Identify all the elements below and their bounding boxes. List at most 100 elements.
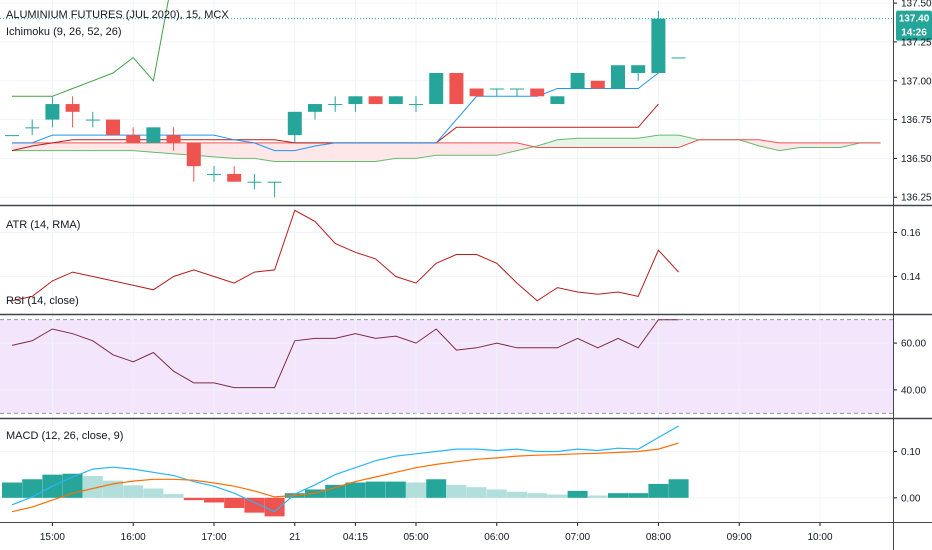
candle-body[interactable] bbox=[126, 135, 141, 143]
macd-histogram-bar bbox=[183, 497, 204, 501]
y-tick-label: 136.25 bbox=[901, 193, 932, 204]
macd-histogram-bar bbox=[668, 479, 689, 498]
kumo-cloud-segment bbox=[638, 135, 659, 148]
macd-histogram-bar bbox=[2, 482, 22, 498]
kumo-cloud-segment bbox=[113, 142, 134, 151]
rsi-line bbox=[11, 319, 679, 389]
candle-body[interactable] bbox=[166, 135, 181, 143]
x-tick-label: 04:15 bbox=[343, 532, 368, 543]
x-tick-label: 21 bbox=[289, 532, 301, 543]
candle-body[interactable] bbox=[328, 104, 343, 106]
rsi-label: RSI (14, close) bbox=[6, 295, 79, 307]
macd-histogram-bar bbox=[486, 489, 507, 498]
candle-body[interactable] bbox=[85, 119, 100, 121]
candle-body[interactable] bbox=[227, 173, 242, 182]
candle-body[interactable] bbox=[651, 18, 666, 73]
kumo-cloud-segment bbox=[395, 142, 416, 159]
candle-body[interactable] bbox=[5, 135, 19, 137]
macd-histogram-bar bbox=[163, 494, 184, 498]
candle-body[interactable] bbox=[368, 96, 383, 105]
macd-histogram-bar bbox=[587, 495, 608, 498]
x-tick-label: 06:00 bbox=[484, 532, 509, 543]
macd-label: MACD (12, 26, close, 9) bbox=[6, 430, 123, 442]
candle-body[interactable] bbox=[388, 96, 403, 105]
candle-body[interactable] bbox=[146, 127, 161, 143]
x-tick-label: 05:00 bbox=[403, 532, 428, 543]
macd-histogram-bar bbox=[82, 476, 103, 498]
y-tick-label: 0.10 bbox=[901, 447, 921, 458]
candle-body[interactable] bbox=[489, 88, 504, 90]
candle-body[interactable] bbox=[247, 181, 262, 183]
y-tick-label: 136.50 bbox=[901, 154, 932, 165]
candle-body[interactable] bbox=[469, 88, 484, 97]
candle-body[interactable] bbox=[348, 96, 363, 105]
x-tick-label: 10:00 bbox=[807, 532, 832, 543]
kumo-cloud-segment bbox=[133, 142, 154, 153]
kumo-cloud-segment bbox=[557, 138, 578, 148]
ichimoku-label: Ichimoku (9, 26, 52, 26) bbox=[6, 26, 122, 38]
candle-body[interactable] bbox=[65, 104, 80, 112]
kumo-cloud-segment bbox=[577, 138, 598, 148]
candle-body[interactable] bbox=[611, 65, 625, 89]
bar-countdown: 14:26 bbox=[901, 28, 927, 39]
kumo-cloud-segment bbox=[597, 138, 618, 148]
macd-histogram-bar bbox=[143, 488, 164, 498]
kumo-cloud-segment bbox=[315, 142, 336, 162]
candle-body[interactable] bbox=[631, 65, 646, 73]
macd-histogram-bar bbox=[385, 481, 406, 498]
candle-body[interactable] bbox=[429, 72, 444, 105]
macd-histogram-bar bbox=[426, 479, 447, 498]
x-tick-label: 16:00 bbox=[121, 532, 146, 543]
candle-body[interactable] bbox=[570, 72, 585, 89]
candle-body[interactable] bbox=[590, 80, 605, 89]
macd-histogram-bar bbox=[345, 482, 366, 498]
kumo-cloud-segment bbox=[779, 142, 800, 151]
kumo-cloud-segment bbox=[416, 142, 437, 159]
macd-histogram-bar bbox=[648, 483, 669, 498]
kumo-cloud-segment bbox=[658, 135, 679, 148]
candle-body[interactable] bbox=[45, 104, 60, 120]
candle-body[interactable] bbox=[550, 96, 565, 105]
candle-body[interactable] bbox=[106, 119, 120, 136]
candle-body[interactable] bbox=[671, 57, 686, 59]
kumo-cloud-segment bbox=[234, 142, 255, 159]
kumo-cloud-segment bbox=[517, 142, 538, 151]
kumo-cloud-segment bbox=[12, 142, 33, 151]
macd-histogram-bar bbox=[446, 484, 467, 498]
y-tick-label: 0.14 bbox=[901, 272, 921, 283]
kumo-cloud-segment bbox=[678, 135, 699, 148]
x-tick-label: 08:00 bbox=[646, 532, 671, 543]
candle-body[interactable] bbox=[186, 142, 201, 167]
macd-histogram-bar bbox=[325, 484, 346, 498]
x-tick-label: 09:00 bbox=[727, 532, 752, 543]
macd-signal-line bbox=[11, 442, 679, 513]
macd-histogram-bar bbox=[547, 494, 568, 498]
macd-histogram-bar bbox=[365, 481, 386, 498]
candle-body[interactable] bbox=[25, 127, 40, 129]
candle-body[interactable] bbox=[308, 104, 322, 112]
candle-body[interactable] bbox=[207, 173, 221, 175]
y-tick-label: 137.50 bbox=[901, 0, 932, 10]
kumo-cloud-segment bbox=[52, 142, 73, 151]
candle-body[interactable] bbox=[449, 72, 464, 105]
y-tick-label: 136.75 bbox=[901, 115, 932, 126]
kumo-cloud-segment bbox=[335, 142, 356, 162]
kumo-cloud-segment bbox=[476, 142, 497, 156]
macd-histogram-bar bbox=[567, 490, 588, 498]
candle-body[interactable] bbox=[409, 104, 423, 106]
x-tick-label: 15:00 bbox=[40, 532, 65, 543]
x-tick-label: 07:00 bbox=[565, 532, 590, 543]
candle-body[interactable] bbox=[267, 181, 282, 183]
kumo-cloud-segment bbox=[274, 142, 295, 162]
candle-body[interactable] bbox=[530, 88, 545, 97]
chart-title: ALUMINIUM FUTURES (JUL 2020), 15, MCX bbox=[6, 9, 229, 21]
macd-macd-line bbox=[11, 425, 679, 513]
ichimoku-span-b-line bbox=[12, 139, 881, 148]
candle-body[interactable] bbox=[510, 88, 524, 90]
kumo-cloud-segment bbox=[456, 142, 477, 156]
candle-body[interactable] bbox=[287, 111, 302, 136]
kumo-cloud-segment bbox=[214, 142, 235, 159]
kumo-cloud-segment bbox=[799, 142, 820, 148]
macd-histogram-bar bbox=[244, 497, 265, 513]
